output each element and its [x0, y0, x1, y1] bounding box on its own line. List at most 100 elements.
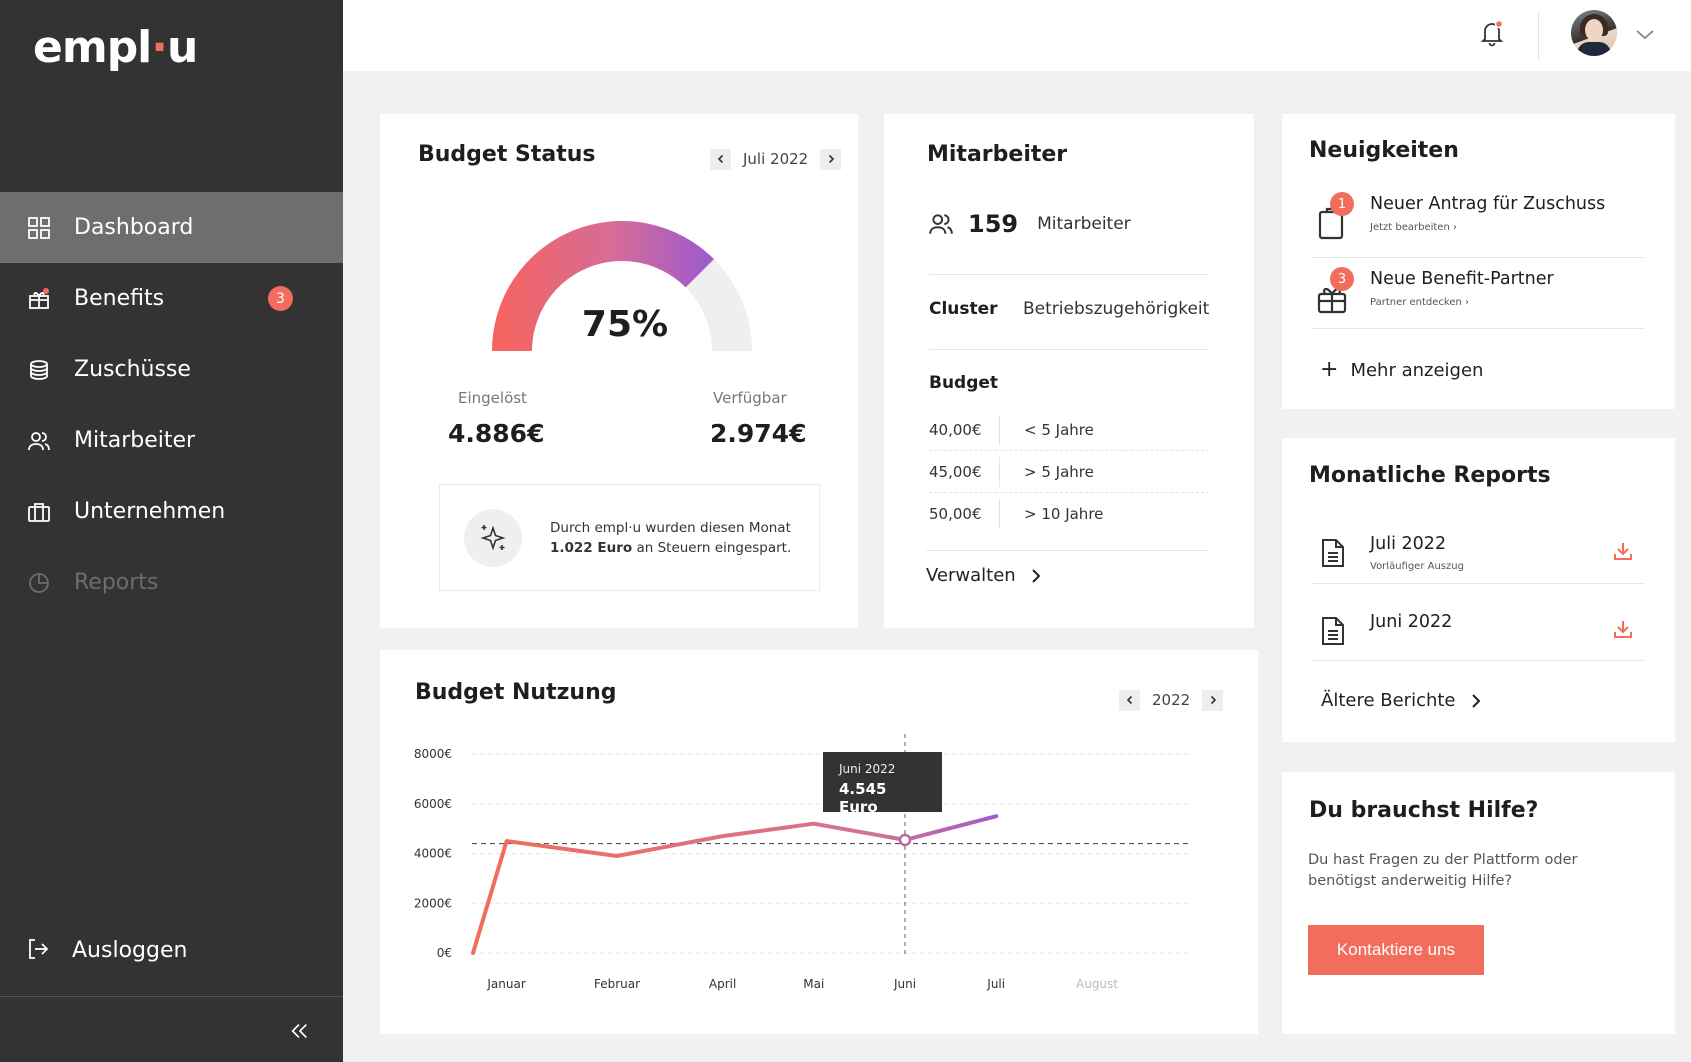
budget-usage-chart: 0€ 2000€ 4000€ 6000€ 8000€ Januar Februar Apri… — [414, 734, 1190, 991]
download-icon[interactable] — [1612, 540, 1634, 562]
bell-icon — [1480, 19, 1504, 47]
next-year-button[interactable] — [1202, 689, 1224, 711]
sidebar: empl·u Dashboard Benefits 3 Zuschüsse M — [0, 0, 343, 1062]
chevron-right-icon — [1471, 693, 1480, 708]
sidebar-item-label: Zuschüsse — [74, 357, 191, 382]
coins-icon — [26, 357, 52, 383]
sidebar-item-zuschuesse[interactable]: Zuschüsse — [0, 334, 343, 405]
show-more-button[interactable]: + Mehr anzeigen — [1320, 357, 1484, 382]
chevron-left-icon — [717, 154, 723, 164]
period-value: Juli 2022 — [743, 150, 809, 168]
row-divider — [929, 450, 1209, 451]
card-title: Du brauchst Hilfe? — [1309, 798, 1539, 823]
sidebar-item-reports[interactable]: Reports — [0, 547, 343, 618]
budget-usage-card: Budget Nutzung 2022 0€ 2000€ 4000€ 6000€ 800… — [380, 650, 1258, 1034]
report-title: Juni 2022 — [1370, 612, 1453, 632]
chevron-down-icon — [1636, 30, 1654, 40]
help-text: Du hast Fragen zu der Plattform oder ben… — [1308, 852, 1578, 889]
row-divider — [929, 492, 1209, 493]
chevron-right-icon — [828, 154, 834, 164]
contact-button[interactable]: Kontaktiere uns — [1308, 925, 1484, 975]
users-icon — [26, 428, 52, 454]
sidebar-divider — [0, 996, 343, 997]
card-title: Monatliche Reports — [1309, 463, 1551, 488]
sidebar-item-label: Mitarbeiter — [74, 428, 196, 453]
budget-row: 40,00€ < 5 Jahre — [929, 409, 1209, 451]
building-icon — [26, 499, 52, 525]
employee-count-row: 159 Mitarbeiter — [928, 210, 1131, 238]
budget-row: 45,00€ > 5 Jahre — [929, 451, 1209, 493]
x-tick-label: April — [709, 977, 736, 991]
divider — [1312, 660, 1644, 661]
x-tick-label: Februar — [594, 977, 640, 991]
pie-chart-icon — [26, 570, 52, 596]
logout-button[interactable]: Ausloggen — [0, 915, 343, 986]
tax-savings-box: Durch empl·u wurden diesen Monat 1.022 E… — [439, 484, 820, 591]
used-value: 4.886€ — [448, 419, 545, 448]
sidebar-item-label: Reports — [74, 570, 159, 595]
plus-icon: + — [1320, 357, 1339, 382]
chevron-left-icon — [1126, 695, 1132, 705]
year-pager: 2022 — [1119, 689, 1224, 711]
divider — [1312, 583, 1644, 584]
news-item[interactable]: 1 Neuer Antrag für Zuschuss Jetzt bearbe… — [1308, 192, 1640, 262]
sidebar-item-label: Benefits — [74, 286, 165, 311]
report-subtitle: Vorläufiger Auszug — [1370, 561, 1464, 572]
data-point[interactable] — [898, 833, 912, 847]
news-item[interactable]: 3 Neue Benefit-Partner Partner entdecken… — [1308, 267, 1640, 337]
collapse-sidebar-button[interactable] — [286, 1018, 312, 1044]
sidebar-item-unternehmen[interactable]: Unternehmen — [0, 476, 343, 547]
divider — [926, 550, 1209, 551]
users-icon — [929, 214, 953, 234]
notifications-button[interactable] — [1477, 18, 1507, 48]
sidebar-item-label: Dashboard — [74, 215, 194, 240]
news-subtitle: Partner entdecken › — [1370, 297, 1470, 308]
previous-year-button[interactable] — [1119, 689, 1140, 711]
chart-tooltip: Juni 2022 4.545 Euro — [823, 752, 942, 816]
topbar-divider — [1538, 12, 1539, 60]
logout-icon — [26, 937, 50, 965]
budget-label: Budget — [929, 373, 999, 393]
manage-link[interactable]: Verwalten — [926, 565, 1044, 586]
gift-icon — [1317, 288, 1347, 314]
tooltip-value: 4.545 Euro — [839, 780, 887, 816]
y-tick-label: 4000€ — [414, 847, 452, 861]
sparkle-icon — [464, 509, 522, 567]
sidebar-nav: Dashboard Benefits 3 Zuschüsse Mitarbeit… — [0, 192, 343, 618]
download-icon[interactable] — [1612, 618, 1634, 640]
employees-card: Mitarbeiter 159 Mitarbeiter Cluster Betr… — [884, 114, 1254, 628]
user-menu-toggle[interactable] — [1633, 22, 1657, 46]
grid-icon — [26, 215, 52, 241]
card-title: Budget Nutzung — [415, 680, 617, 705]
avatar[interactable] — [1571, 10, 1617, 56]
news-subtitle: Jetzt bearbeiten › — [1370, 222, 1457, 233]
gift-icon — [26, 286, 52, 312]
previous-period-button[interactable] — [710, 148, 731, 170]
card-title: Budget Status — [418, 142, 596, 167]
divider — [1312, 328, 1644, 329]
period-pager: Juli 2022 — [710, 148, 842, 170]
report-item[interactable]: Juli 2022 Vorläufiger Auszug — [1308, 526, 1640, 590]
report-item[interactable]: Juni 2022 — [1308, 604, 1640, 668]
x-tick-label: Juni — [893, 977, 916, 991]
sidebar-item-benefits[interactable]: Benefits 3 — [0, 263, 343, 334]
sidebar-item-dashboard[interactable]: Dashboard — [0, 192, 343, 263]
cluster-label: Cluster — [929, 299, 998, 319]
app-logo[interactable]: empl·u — [33, 22, 198, 73]
sidebar-item-mitarbeiter[interactable]: Mitarbeiter — [0, 405, 343, 476]
y-tick-label: 8000€ — [414, 747, 452, 761]
news-badge: 1 — [1330, 192, 1354, 216]
x-tick-label: Juli — [986, 977, 1005, 991]
topbar — [343, 0, 1691, 71]
x-tick-label: Januar — [486, 977, 525, 991]
y-tick-label: 6000€ — [414, 797, 452, 811]
budget-row: 50,00€ > 10 Jahre — [929, 493, 1209, 535]
used-label: Eingelöst — [458, 389, 527, 407]
chevron-right-icon — [1210, 695, 1216, 705]
tax-savings-text: Durch empl·u wurden diesen Monat 1.022 E… — [550, 520, 792, 556]
news-title: Neue Benefit-Partner — [1370, 269, 1554, 289]
report-title: Juli 2022 — [1370, 534, 1447, 554]
older-reports-link[interactable]: Ältere Berichte — [1321, 690, 1484, 711]
budget-status-card: Budget Status Juli 2022 75% Eingelöst 4.… — [380, 114, 858, 628]
next-period-button[interactable] — [820, 148, 842, 170]
